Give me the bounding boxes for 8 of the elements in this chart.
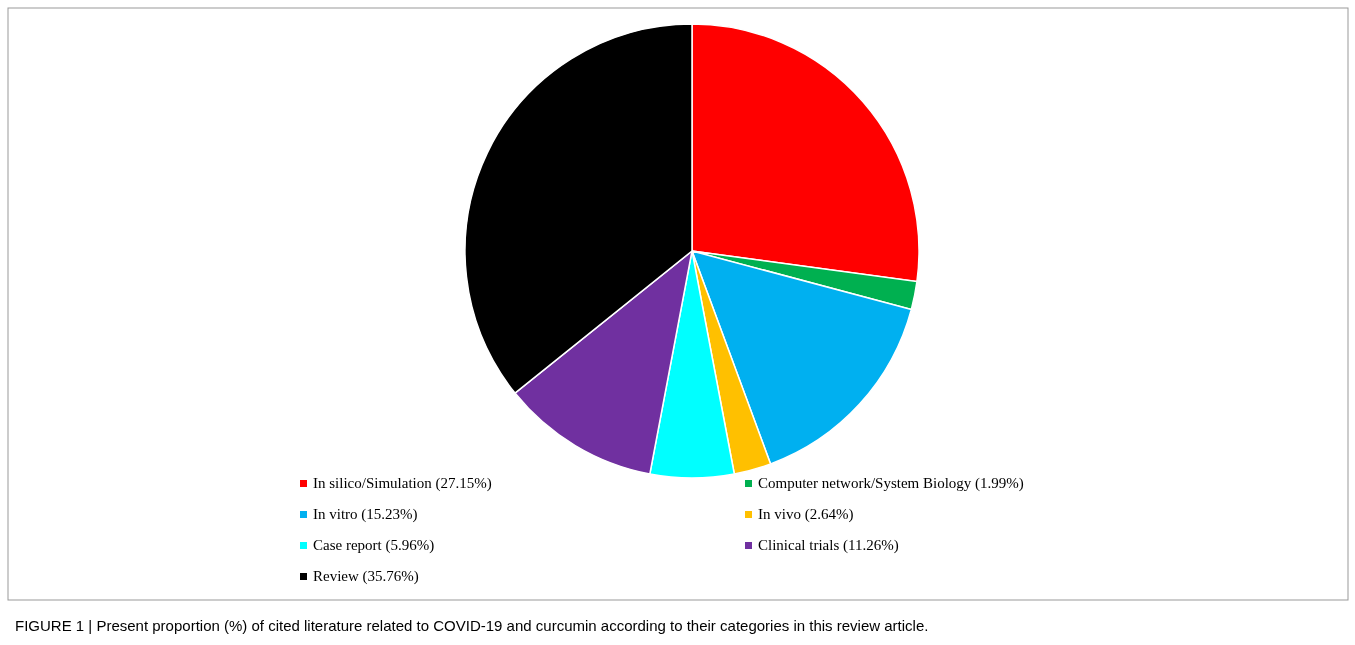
legend-label: Computer network/System Biology (1.99%)	[758, 475, 1024, 493]
legend-label: Review (35.76%)	[313, 568, 419, 586]
legend-label: In vivo (2.64%)	[758, 506, 854, 524]
legend-label: In vitro (15.23%)	[313, 506, 418, 524]
caption: FIGURE 1 | Present proportion (%) of cited literature related to COVID-19 and curcumin according to their categories in this review article.	[15, 617, 929, 634]
legend-label: Case report (5.96%)	[313, 537, 435, 555]
legend-label: In silico/Simulation (27.15%)	[313, 475, 492, 493]
legend-label: Clinical trials (11.26%)	[758, 537, 899, 555]
